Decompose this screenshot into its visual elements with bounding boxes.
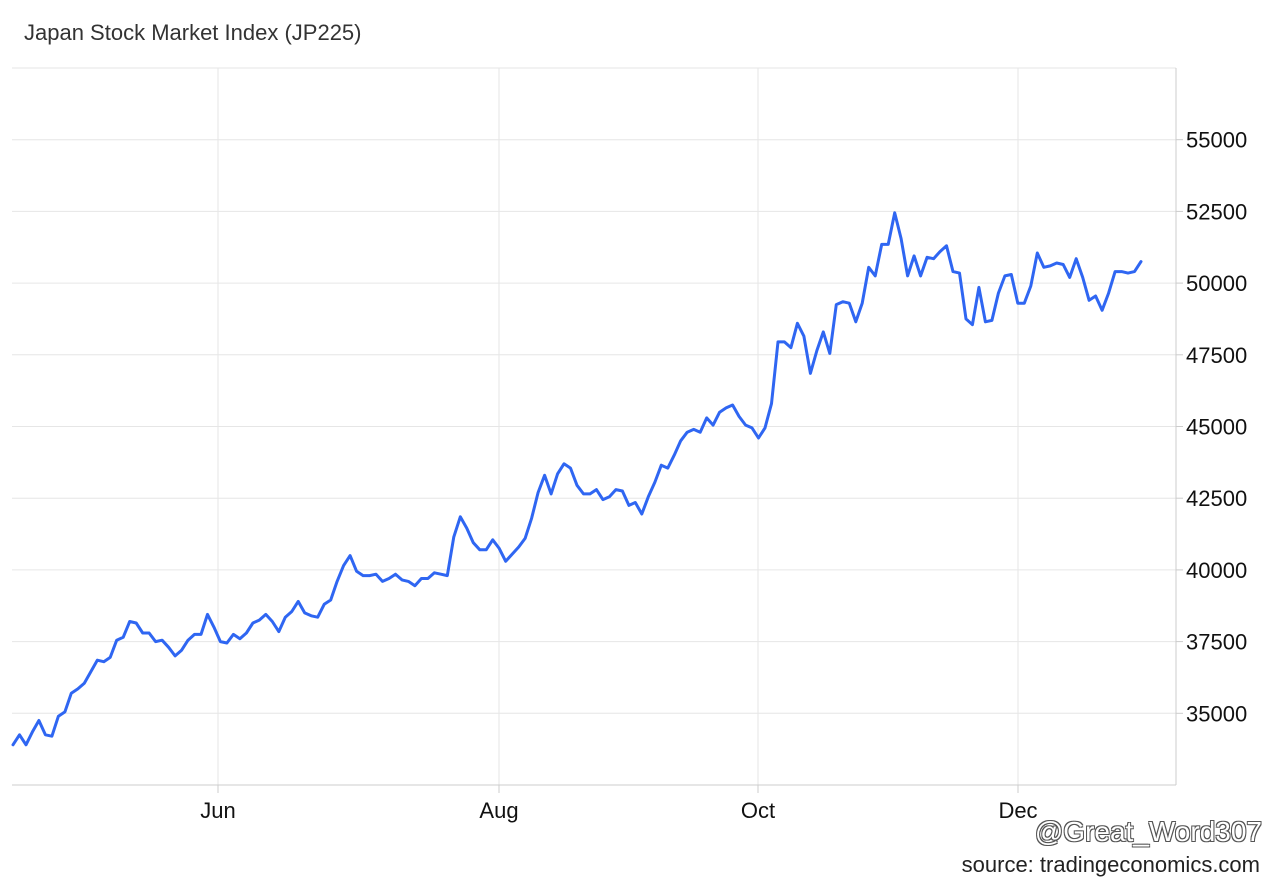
y-tick-label: 37500 <box>1186 630 1247 655</box>
x-tick-label: Dec <box>998 798 1037 823</box>
y-tick-label: 35000 <box>1186 701 1247 726</box>
y-tick-label: 45000 <box>1186 415 1247 440</box>
x-tick-label: Jun <box>200 798 235 823</box>
y-tick-label: 42500 <box>1186 486 1247 511</box>
x-tick-label: Oct <box>741 798 775 823</box>
y-tick-label: 50000 <box>1186 271 1247 296</box>
y-tick-label: 40000 <box>1186 558 1247 583</box>
axes <box>12 68 1183 793</box>
chart-title: Japan Stock Market Index (JP225) <box>24 20 362 45</box>
watermark: @Great_Word307 <box>1034 816 1262 847</box>
y-tick-label: 47500 <box>1186 343 1247 368</box>
series-line-0 <box>11 211 1143 747</box>
y-tick-label: 52500 <box>1186 199 1247 224</box>
y-tick-label: 55000 <box>1186 128 1247 153</box>
grid-lines <box>12 67 1176 785</box>
source-note: source: tradingeconomics.com <box>961 852 1260 877</box>
tick-labels: 35000 37500 40000 42500 45000 47500 50000 52500… <box>200 128 1247 823</box>
x-tick-label: Aug <box>479 798 518 823</box>
series-layer <box>11 211 1143 747</box>
